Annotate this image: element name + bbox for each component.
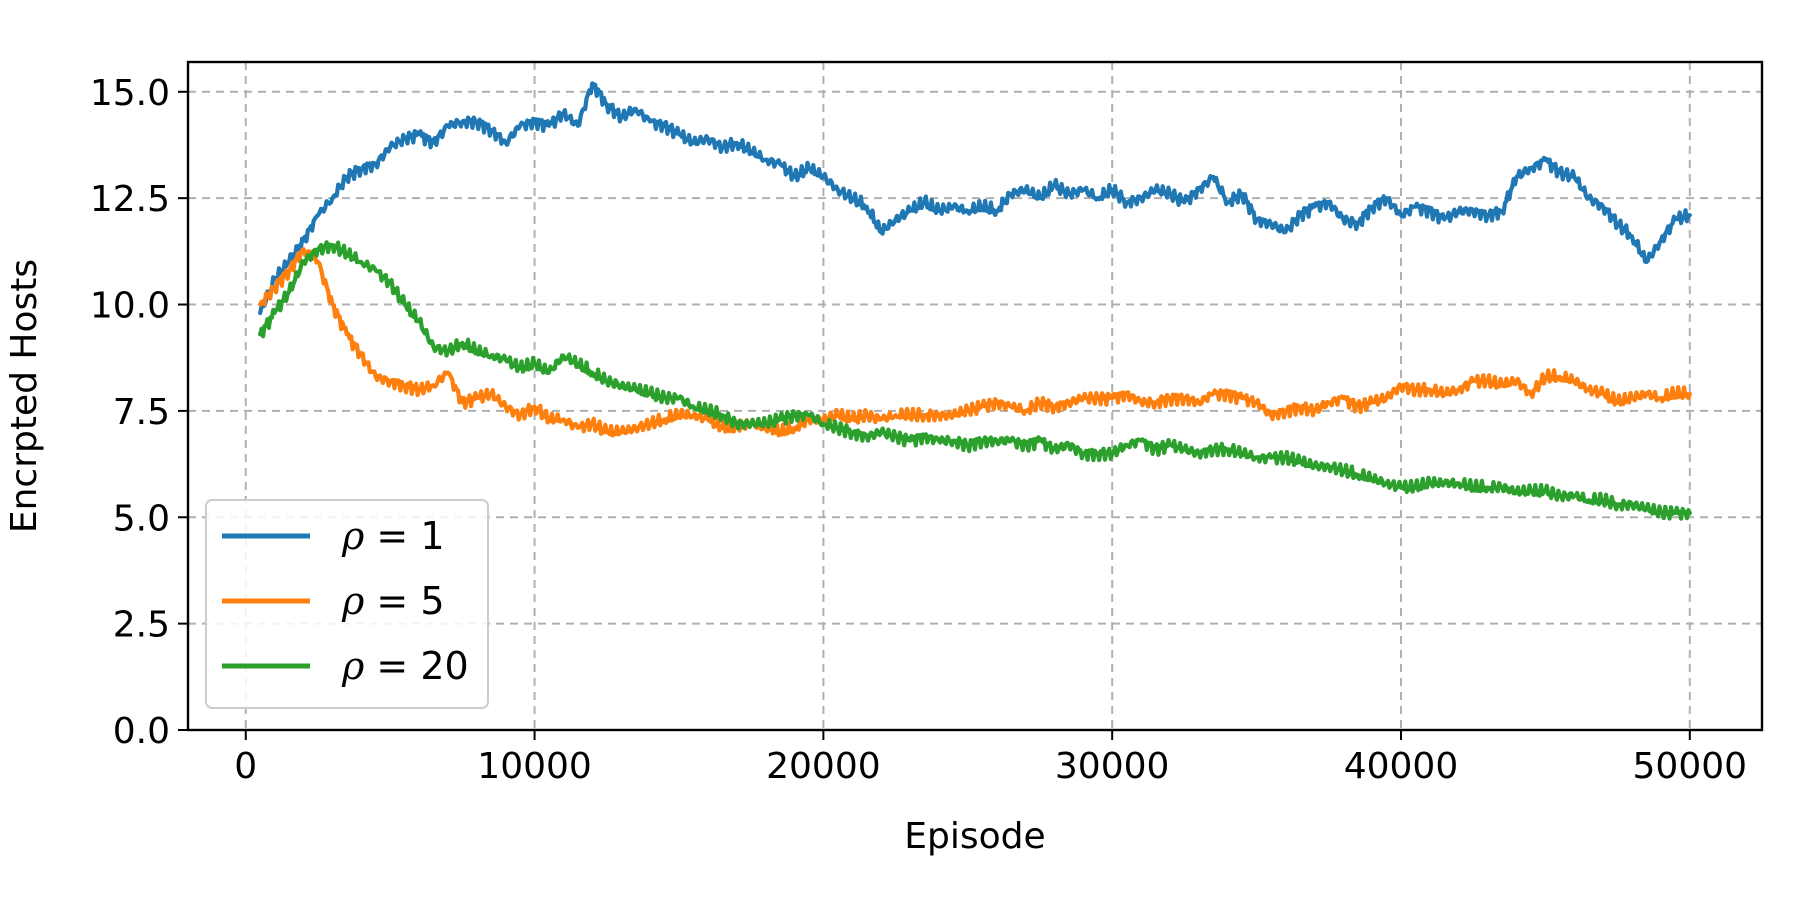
x-tick-label: 40000 [1344,746,1459,787]
y-tick-label: 5.0 [113,498,170,539]
y-tick-label: 2.5 [113,605,170,646]
x-tick-label: 20000 [766,746,881,787]
series-layer [258,81,1692,521]
y-tick-label: 0.0 [113,711,170,752]
legend-box [205,499,489,709]
x-axis-label: Episode [904,816,1045,857]
y-tick-label: 7.5 [113,392,170,433]
y-axis-label: Encrpted Hosts [4,259,45,533]
series-line-2 [258,247,1692,438]
legend-label-1: ρ = 1 [341,514,445,558]
legend: ρ = 1 ρ = 5 ρ = 20 [205,499,489,709]
x-tick-label: 50000 [1633,746,1748,787]
x-tick-label: 10000 [477,746,592,787]
x-axis: 0 10000 20000 30000 40000 50000 [234,730,1747,787]
plot-frame [186,60,1764,732]
legend-label-2: ρ = 5 [341,579,445,623]
series-line-1 [258,81,1692,316]
x-tick-label: 30000 [1055,746,1170,787]
y-tick-label: 12.5 [90,179,170,220]
x-tick-label: 0 [234,746,257,787]
y-tick-label: 10.0 [90,286,170,327]
y-axis: 0.0 2.5 5.0 7.5 10.0 12.5 15.0 [90,73,188,752]
y-tick-label: 15.0 [90,73,170,114]
series-line-3 [258,240,1692,521]
legend-label-3: ρ = 20 [341,644,469,688]
